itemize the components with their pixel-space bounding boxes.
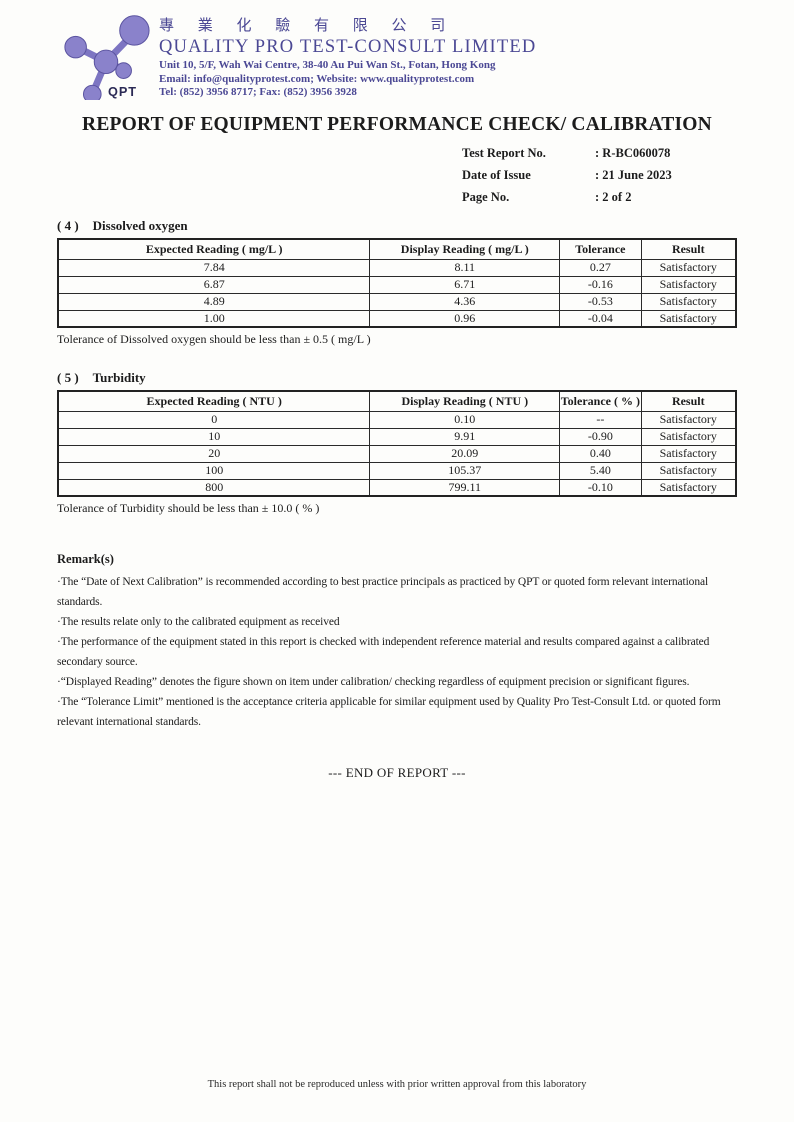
company-logo: QPT	[57, 6, 155, 104]
table-row: 100 105.37 5.40 Satisfactory	[57, 461, 737, 480]
cell-display: 0.10	[369, 410, 561, 429]
end-of-report-marker: --- END OF REPORT ---	[328, 765, 466, 780]
column-header-tolerance: Tolerance	[559, 238, 642, 260]
cell-display: 105.37	[369, 461, 561, 480]
remark-item: ·The results relate only to the calibrat…	[57, 616, 340, 628]
company-email-website: Email: info@qualityprotest.com; Website:…	[159, 72, 475, 85]
cell-expected: 1.00	[57, 309, 371, 328]
cell-result: Satisfactory	[640, 258, 737, 277]
cell-result: Satisfactory	[640, 444, 737, 463]
column-header-expected-reading: Expected Reading ( mg/L )	[57, 238, 371, 260]
cell-result: Satisfactory	[640, 292, 737, 311]
column-header-result: Result	[640, 390, 737, 412]
turbidity-tolerance-note: Tolerance of Turbidity should be less th…	[57, 501, 320, 515]
turbidity-table: Expected Reading ( NTU ) Display Reading…	[57, 390, 737, 497]
cell-tolerance: -0.53	[559, 292, 642, 311]
remark-item: ·The performance of the equipment stated…	[57, 636, 710, 668]
report-page: QPT 專 業 化 驗 有 限 公 司 QUALITY PRO TEST-CON…	[57, 6, 737, 780]
remark-item: ·The “Tolerance Limit” mentioned is the …	[57, 696, 721, 728]
cell-result: Satisfactory	[640, 410, 737, 429]
page-no-value: : 2 of 2	[595, 190, 632, 204]
column-header-result: Result	[640, 238, 737, 260]
test-report-no-label: Test Report No.	[462, 146, 546, 160]
dissolved-oxygen-tolerance-note: Tolerance of Dissolved oxygen should be …	[57, 332, 371, 346]
logo-label: QPT	[108, 84, 137, 99]
test-report-no-value: : R-BC060078	[595, 146, 671, 160]
cell-tolerance: -0.16	[559, 275, 642, 294]
table-header-row: Expected Reading ( mg/L ) Display Readin…	[57, 238, 737, 260]
cell-tolerance: 0.27	[559, 258, 642, 277]
column-header-tolerance: Tolerance ( % )	[559, 390, 642, 412]
cell-result: Satisfactory	[640, 427, 737, 446]
cell-expected: 7.84	[57, 258, 371, 277]
section-number: ( 5 )	[57, 370, 79, 385]
cell-display: 20.09	[369, 444, 561, 463]
table-row: 1.00 0.96 -0.04 Satisfactory	[57, 309, 737, 328]
report-info-row: Test Report No. : R-BC060078	[462, 142, 737, 164]
cell-tolerance: -0.10	[559, 478, 642, 497]
cell-result: Satisfactory	[640, 275, 737, 294]
remarks-list: ·The “Date of Next Calibration” is recom…	[57, 572, 737, 732]
cell-expected: 6.87	[57, 275, 371, 294]
cell-result: Satisfactory	[640, 461, 737, 480]
table-row: 10 9.91 -0.90 Satisfactory	[57, 427, 737, 446]
cell-expected: 800	[57, 478, 371, 497]
remarks-section: Remark(s) ·The “Date of Next Calibration…	[57, 552, 737, 732]
remark-item: ·The “Date of Next Calibration” is recom…	[57, 576, 709, 608]
section-heading-dissolved-oxygen: ( 4 ) Dissolved oxygen	[57, 218, 737, 234]
footer-disclaimer: This report shall not be reproduced unle…	[207, 1079, 587, 1090]
company-name-english: QUALITY PRO TEST-CONSULT LIMITED	[159, 37, 537, 57]
company-tel-fax: Tel: (852) 3956 8717; Fax: (852) 3956 39…	[159, 86, 357, 98]
cell-display: 0.96	[369, 309, 561, 328]
table-row: 20 20.09 0.40 Satisfactory	[57, 444, 737, 463]
cell-display: 4.36	[369, 292, 561, 311]
date-of-issue-value: : 21 June 2023	[595, 168, 672, 182]
column-header-display-reading: Display Reading ( NTU )	[369, 390, 561, 412]
letterhead: QPT 專 業 化 驗 有 限 公 司 QUALITY PRO TEST-CON…	[57, 6, 737, 104]
cell-display: 6.71	[369, 275, 561, 294]
section-number: ( 4 )	[57, 218, 79, 233]
cell-tolerance: 0.40	[559, 444, 642, 463]
cell-display: 9.91	[369, 427, 561, 446]
page-no-label: Page No.	[462, 190, 510, 204]
section-name: Turbidity	[92, 370, 146, 385]
cell-expected: 20	[57, 444, 371, 463]
cell-tolerance: -0.90	[559, 427, 642, 446]
cell-expected: 10	[57, 427, 371, 446]
section-name: Dissolved oxygen	[92, 218, 188, 233]
table-row: 4.89 4.36 -0.53 Satisfactory	[57, 292, 737, 311]
cell-result: Satisfactory	[640, 309, 737, 328]
cell-tolerance: -0.04	[559, 309, 642, 328]
report-info-row: Date of Issue : 21 June 2023	[462, 164, 737, 186]
dissolved-oxygen-table: Expected Reading ( mg/L ) Display Readin…	[57, 238, 737, 328]
cell-display: 8.11	[369, 258, 561, 277]
column-header-display-reading: Display Reading ( mg/L )	[369, 238, 561, 260]
company-address: Unit 10, 5/F, Wah Wai Centre, 38-40 Au P…	[159, 59, 496, 71]
date-of-issue-label: Date of Issue	[462, 168, 531, 182]
cell-tolerance: --	[559, 410, 642, 429]
company-name-chinese: 專 業 化 驗 有 限 公 司	[159, 18, 456, 34]
table-header-row: Expected Reading ( NTU ) Display Reading…	[57, 390, 737, 412]
letterhead-text: 專 業 化 驗 有 限 公 司 QUALITY PRO TEST-CONSULT…	[155, 6, 536, 99]
cell-expected: 100	[57, 461, 371, 480]
cell-expected: 4.89	[57, 292, 371, 311]
remarks-heading: Remark(s)	[57, 552, 114, 566]
table-row: 6.87 6.71 -0.16 Satisfactory	[57, 275, 737, 294]
remark-item: ·“Displayed Reading” denotes the figure …	[57, 676, 690, 688]
document-title: REPORT OF EQUIPMENT PERFORMANCE CHECK/ C…	[82, 114, 712, 135]
column-header-expected-reading: Expected Reading ( NTU )	[57, 390, 371, 412]
qpt-molecule-logo-icon: QPT	[64, 15, 150, 104]
cell-expected: 0	[57, 410, 371, 429]
table-row: 0 0.10 -- Satisfactory	[57, 410, 737, 429]
cell-tolerance: 5.40	[559, 461, 642, 480]
table-row: 7.84 8.11 0.27 Satisfactory	[57, 258, 737, 277]
table-row: 800 799.11 -0.10 Satisfactory	[57, 478, 737, 497]
report-info-block: Test Report No. : R-BC060078 Date of Iss…	[462, 142, 737, 208]
section-heading-turbidity: ( 5 ) Turbidity	[57, 370, 737, 386]
report-info-row: Page No. : 2 of 2	[462, 186, 737, 208]
cell-display: 799.11	[369, 478, 561, 497]
cell-result: Satisfactory	[640, 478, 737, 497]
